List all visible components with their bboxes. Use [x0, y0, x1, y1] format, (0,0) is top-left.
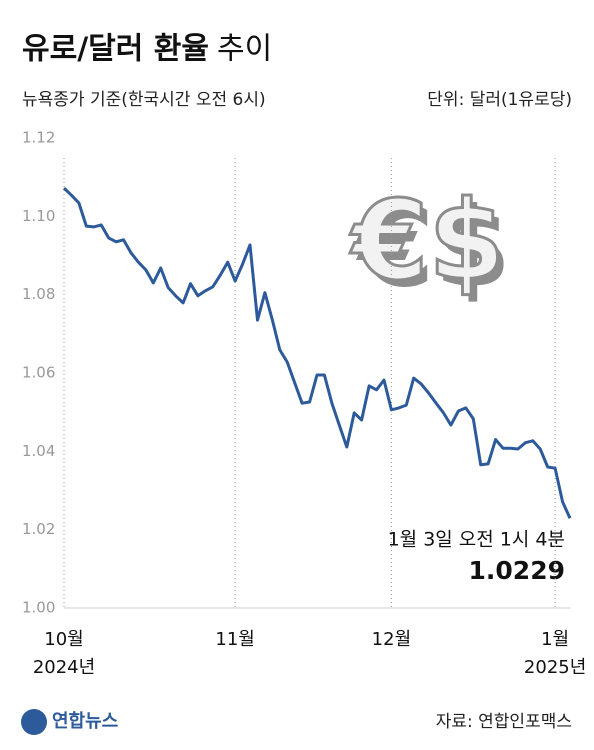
y-tick-label: 1.08	[22, 285, 55, 303]
x-tick-label: 10월	[44, 629, 83, 650]
line	[62, 187, 572, 519]
y-tick-label: 1.04	[22, 442, 55, 460]
x-tick-year: 2025년	[524, 657, 586, 678]
source: 자료: 연합인포맥스	[436, 712, 572, 732]
y-tick-label: 1.10	[22, 207, 55, 225]
unit: 단위: 달러(1유로당)	[427, 90, 572, 110]
x-tick-label: 11월	[215, 629, 254, 650]
y-tick-label: 1.00	[22, 599, 55, 617]
icon-shadow: €$	[355, 183, 511, 311]
logo-text: 연합뉴스	[52, 710, 118, 732]
y-tick-label: 1.06	[22, 364, 55, 382]
icon-text: €$	[349, 176, 505, 304]
chart-title-light: 추이	[217, 32, 272, 67]
end-value-label: 1.0229	[469, 556, 565, 585]
x-tick-label: 12월	[372, 629, 411, 650]
logo-mark	[21, 709, 47, 735]
x-tick-label: 1월	[541, 629, 569, 650]
logo: 연합뉴스	[21, 709, 118, 735]
annotation: 1월 3일 오전 1시 4분	[388, 529, 565, 551]
icon: €$ €$	[348, 175, 512, 312]
y-tick-label: 1.12	[22, 129, 55, 147]
y-tick-label: 1.02	[22, 520, 55, 538]
subtitle: 뉴욕종가 기준(한국시간 오전 6시)	[22, 90, 266, 110]
chart-title: 유로/달러 환율	[22, 32, 209, 67]
x-tick-year: 2024년	[33, 657, 95, 678]
